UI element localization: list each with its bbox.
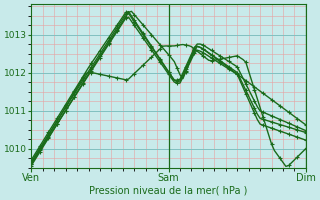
X-axis label: Pression niveau de la mer( hPa ): Pression niveau de la mer( hPa ) xyxy=(89,186,248,196)
